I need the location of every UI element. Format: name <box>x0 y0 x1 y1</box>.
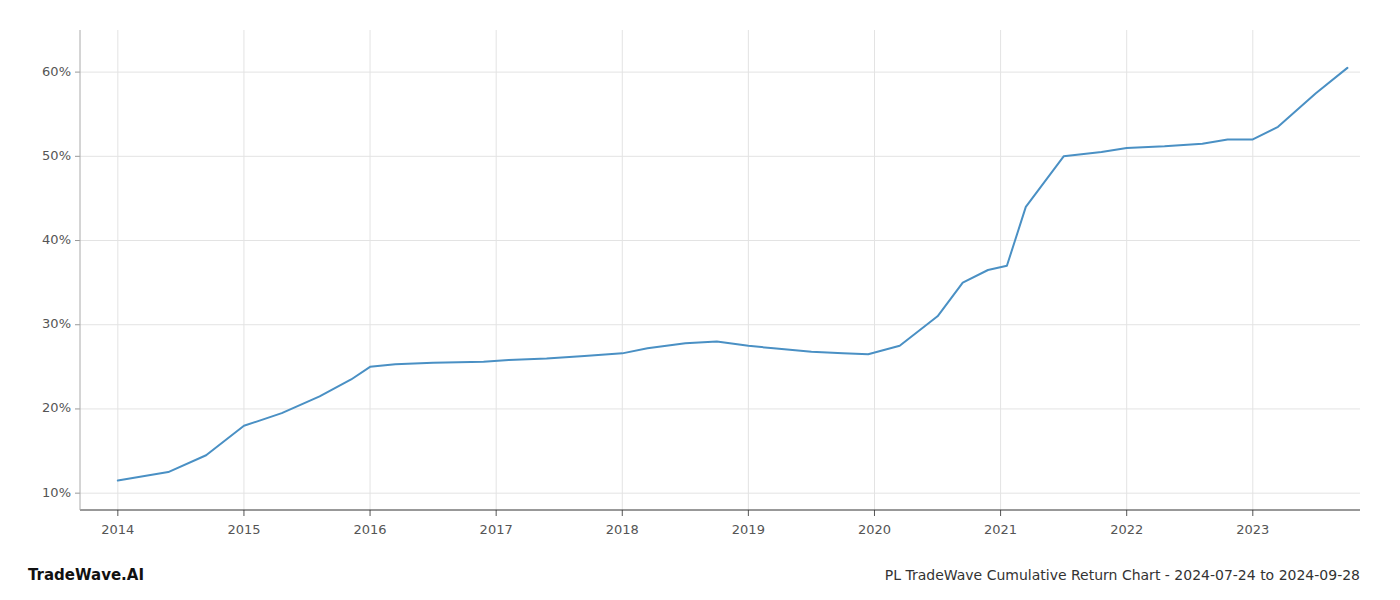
y-tick <box>75 408 80 409</box>
x-grid-line <box>496 30 497 510</box>
y-grid-line <box>80 408 1360 409</box>
title: PL TradeWave Cumulative Return Chart - 2… <box>885 567 1360 583</box>
x-tick <box>1126 510 1127 516</box>
x-tick <box>496 510 497 516</box>
y-grid-line <box>80 156 1360 157</box>
x-tick <box>370 510 371 516</box>
line <box>118 68 1348 481</box>
x-grid-line <box>370 30 371 510</box>
x-grid-line <box>117 30 118 510</box>
x-grid-line <box>1252 30 1253 510</box>
y-tick <box>75 72 80 73</box>
x-grid-line <box>622 30 623 510</box>
x-tick-label: 2019 <box>732 522 765 537</box>
y-tick-label: 30% <box>42 316 71 331</box>
y-tick <box>75 240 80 241</box>
x-grid-line <box>1126 30 1127 510</box>
x-tick <box>1000 510 1001 516</box>
y-tick-label: 60% <box>42 64 71 79</box>
y-grid-line <box>80 493 1360 494</box>
x-tick <box>622 510 623 516</box>
x-grid-line <box>874 30 875 510</box>
x-tick-label: 2016 <box>354 522 387 537</box>
x-tick <box>243 510 244 516</box>
x-tick <box>1252 510 1253 516</box>
x-tick-label: 2018 <box>606 522 639 537</box>
watermark: TradeWave.AI <box>28 566 144 584</box>
y-tick <box>75 156 80 157</box>
y-tick-label: 40% <box>42 232 71 247</box>
x-tick-label: 2017 <box>480 522 513 537</box>
x-tick <box>117 510 118 516</box>
x-tick-label: 2022 <box>1110 522 1143 537</box>
x-tick-label: 2021 <box>984 522 1017 537</box>
y-tick-label: 20% <box>42 400 71 415</box>
x-tick-label: 2014 <box>101 522 134 537</box>
y-grid-line <box>80 72 1360 73</box>
plot-area <box>118 68 1348 481</box>
x-tick <box>874 510 875 516</box>
y-grid-line <box>80 240 1360 241</box>
x-tick-label: 2015 <box>227 522 260 537</box>
x-tick-label: 2020 <box>858 522 891 537</box>
x-axis-line <box>80 510 1360 511</box>
x-tick <box>748 510 749 516</box>
y-tick <box>75 324 80 325</box>
grid <box>80 30 1360 510</box>
x-grid-line <box>748 30 749 510</box>
y-grid-line <box>80 324 1360 325</box>
y-tick <box>75 493 80 494</box>
x-grid-line <box>1000 30 1001 510</box>
y-tick-label: 50% <box>42 148 71 163</box>
x-grid-line <box>243 30 244 510</box>
chart: 10% 20% 30% 40% 50% 60% 2014 2015 2016 2017 2018 20… <box>0 0 1400 600</box>
axes: 10% 20% 30% 40% 50% 60% 2014 2015 2016 2017 2018 20… <box>42 30 1360 537</box>
x-tick-label: 2023 <box>1236 522 1269 537</box>
y-axis-line <box>80 30 81 510</box>
y-tick-label: 10% <box>42 485 71 500</box>
